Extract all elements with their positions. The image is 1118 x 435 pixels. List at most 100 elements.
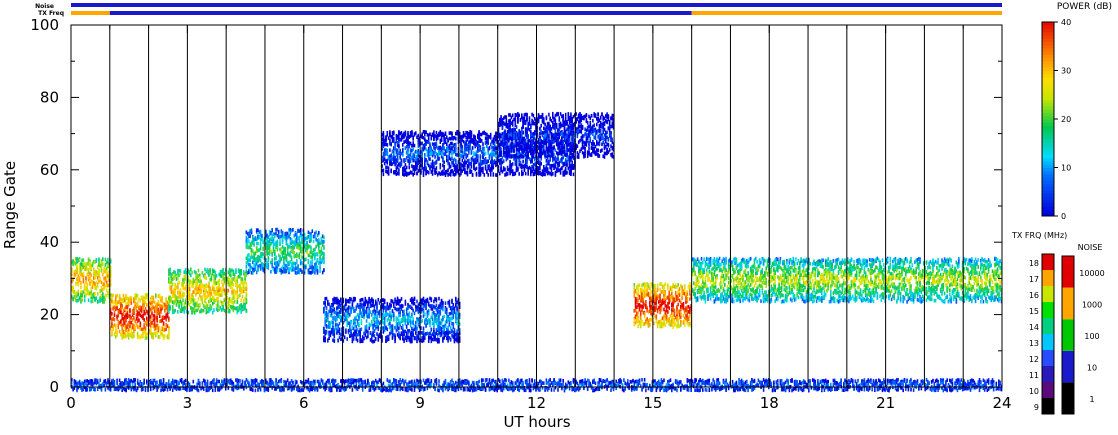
echo-cell bbox=[369, 338, 372, 342]
echo-cell bbox=[206, 284, 209, 289]
echo-cell bbox=[385, 306, 387, 310]
echo-cell bbox=[332, 298, 334, 302]
echo-cell bbox=[98, 274, 100, 278]
echo-cell bbox=[280, 229, 283, 234]
echo-cell bbox=[380, 306, 382, 310]
echo-cell bbox=[168, 330, 170, 335]
echo-cell bbox=[120, 297, 122, 302]
echo-cell bbox=[117, 320, 120, 325]
echo-cell bbox=[376, 301, 378, 306]
echo-cell bbox=[286, 266, 289, 270]
echo-cell bbox=[139, 323, 142, 328]
echo-cell bbox=[267, 251, 270, 256]
echo-cell bbox=[149, 323, 152, 328]
echo-cell bbox=[246, 232, 249, 236]
echo-cell bbox=[204, 286, 206, 291]
echo-cell bbox=[492, 165, 495, 170]
echo-cell bbox=[227, 300, 230, 304]
echo-cell bbox=[118, 296, 121, 300]
echo-cell bbox=[237, 284, 240, 289]
echo-cell bbox=[372, 339, 374, 344]
echo-cell bbox=[333, 339, 336, 343]
echo-cell bbox=[183, 286, 186, 291]
echo-cell bbox=[180, 294, 183, 299]
echo-cell bbox=[152, 318, 155, 322]
echo-cell bbox=[279, 254, 281, 259]
echo-cell bbox=[95, 296, 98, 301]
echo-cell bbox=[361, 304, 364, 309]
echo-cell bbox=[455, 158, 457, 163]
echo-cell bbox=[219, 271, 222, 276]
echo-cell bbox=[217, 300, 219, 305]
echo-cell bbox=[143, 323, 145, 327]
echo-cell bbox=[87, 292, 90, 296]
echo-cell bbox=[323, 335, 325, 340]
echo-cell bbox=[345, 315, 347, 319]
echo-cell bbox=[87, 289, 90, 294]
echo-cell bbox=[413, 171, 416, 176]
echo-cell bbox=[174, 273, 176, 278]
echo-cell bbox=[296, 271, 298, 275]
echo-cell bbox=[387, 313, 390, 317]
echo-cell bbox=[165, 306, 167, 310]
echo-cell bbox=[364, 330, 367, 335]
echo-cell bbox=[122, 318, 125, 323]
echo-cell bbox=[363, 336, 365, 341]
echo-cell bbox=[188, 281, 191, 286]
echo-cell bbox=[296, 254, 298, 259]
echo-cell bbox=[222, 305, 224, 309]
echo-cell bbox=[334, 297, 337, 301]
echo-cell bbox=[280, 248, 283, 252]
echo-cell bbox=[200, 281, 202, 286]
echo-cell bbox=[391, 324, 394, 329]
echo-cell bbox=[329, 330, 332, 335]
echo-cell bbox=[201, 284, 204, 288]
echo-cell bbox=[127, 334, 130, 338]
echo-cell bbox=[253, 237, 255, 242]
echo-cell bbox=[208, 289, 210, 294]
echo-cell bbox=[351, 333, 354, 338]
echo-cell bbox=[129, 320, 131, 324]
echo-cell bbox=[261, 252, 263, 256]
echo-cell bbox=[236, 285, 239, 290]
echo-cell bbox=[345, 308, 347, 313]
echo-cell bbox=[422, 296, 425, 301]
echo-cell bbox=[336, 298, 338, 303]
echo-cell bbox=[240, 269, 242, 273]
echo-cell bbox=[233, 278, 236, 283]
echo-cell bbox=[293, 254, 295, 259]
echo-cell bbox=[374, 337, 377, 341]
echo-cell bbox=[329, 309, 332, 313]
echo-cell bbox=[259, 254, 262, 259]
echo-cell bbox=[140, 295, 143, 300]
echo-cell bbox=[174, 296, 176, 300]
echo-cell bbox=[255, 270, 258, 275]
echo-cell bbox=[188, 293, 191, 298]
echo-cell bbox=[276, 263, 279, 268]
echo-cell bbox=[316, 239, 319, 243]
echo-cell bbox=[74, 257, 77, 261]
echo-cell bbox=[296, 259, 298, 263]
echo-cell bbox=[389, 311, 391, 315]
echo-cell bbox=[223, 298, 226, 302]
echo-cell bbox=[352, 306, 355, 311]
echo-cell bbox=[165, 303, 167, 307]
echo-cell bbox=[116, 330, 118, 334]
echo-cell bbox=[223, 279, 226, 284]
echo-cell bbox=[77, 289, 80, 294]
echo-cell bbox=[135, 296, 138, 301]
echo-cell bbox=[240, 298, 242, 303]
echo-cell bbox=[378, 334, 381, 339]
echo-cell bbox=[248, 258, 250, 262]
echo-cell bbox=[208, 299, 210, 304]
echo-cell bbox=[199, 279, 201, 284]
echo-cell bbox=[184, 270, 187, 275]
echo-cell bbox=[327, 338, 329, 343]
echo-cell bbox=[124, 321, 126, 326]
echo-cell bbox=[77, 292, 80, 297]
echo-cell bbox=[89, 291, 91, 296]
echo-cell bbox=[246, 245, 249, 250]
echo-cell bbox=[340, 303, 342, 308]
txfreq-strip-segment bbox=[691, 11, 1002, 15]
echo-cell bbox=[211, 296, 214, 301]
